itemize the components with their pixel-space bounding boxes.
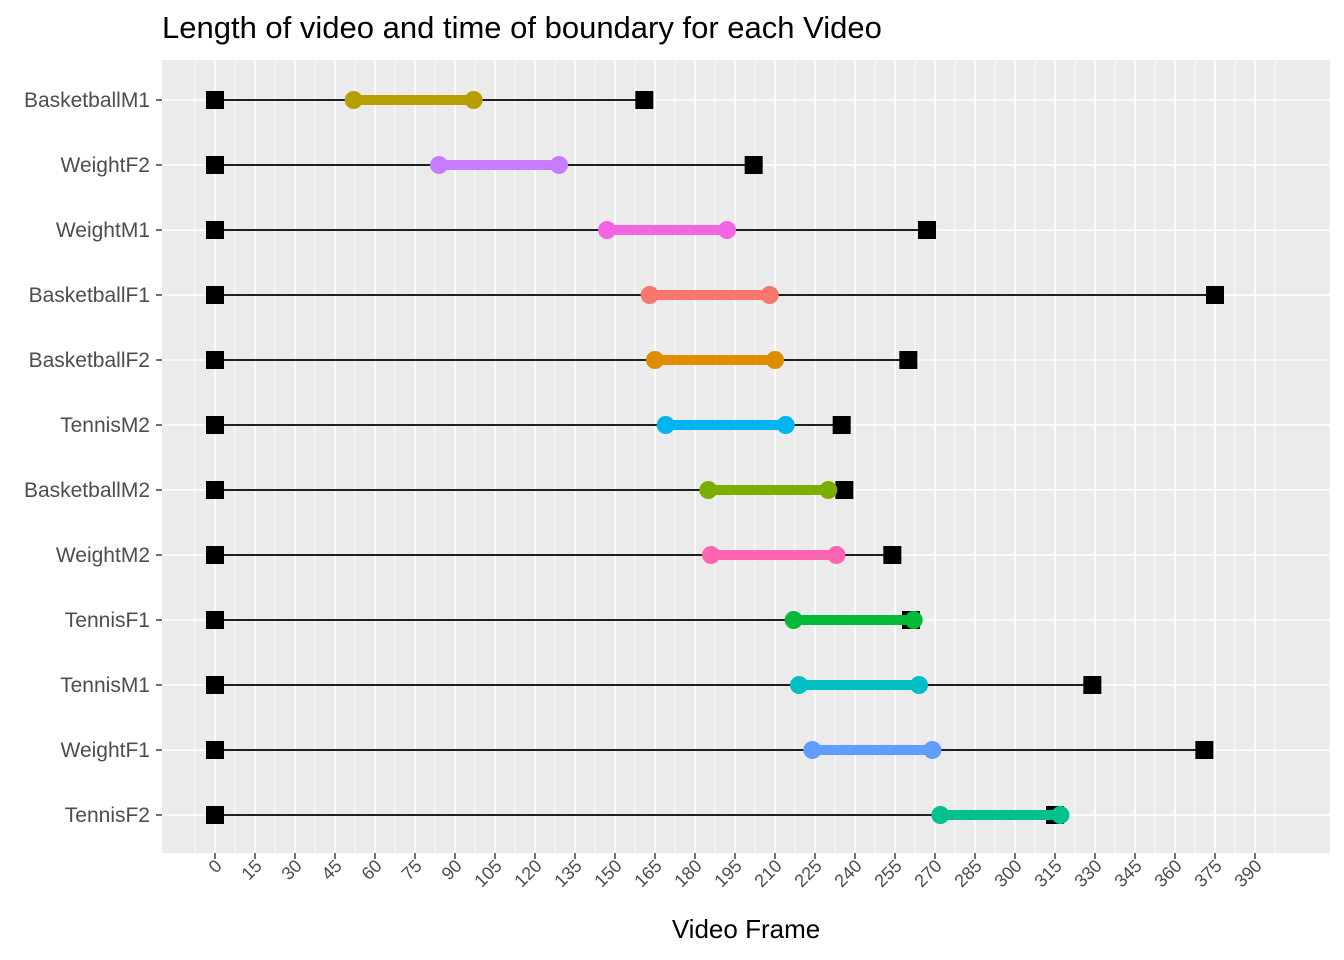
video-end-marker	[835, 481, 854, 499]
boundary-end-point	[923, 741, 942, 759]
x-tick-label: 90	[438, 856, 466, 884]
video-end-marker	[744, 156, 763, 174]
boundary-start-point	[931, 806, 950, 824]
x-tick-label: 45	[318, 856, 346, 884]
x-tick-label: 300	[990, 856, 1025, 891]
chart-title: Length of video and time of boundary for…	[162, 10, 882, 45]
x-tick-label: 105	[470, 856, 505, 891]
boundary-end-point	[904, 611, 923, 629]
boundary-end-point	[718, 221, 737, 239]
boundary-start-point	[640, 286, 659, 304]
boundary-start-point	[656, 416, 675, 434]
x-tick-label: 285	[950, 856, 985, 891]
video-start-marker	[206, 221, 224, 239]
x-tick-label: 225	[790, 856, 825, 891]
x-tick-label: 375	[1190, 856, 1225, 891]
x-tick-label: 75	[398, 856, 426, 884]
video-start-marker	[206, 91, 224, 109]
video-end-marker	[1206, 286, 1225, 304]
x-tick-label: 315	[1030, 856, 1065, 891]
boundary-start-point	[430, 156, 449, 174]
y-tick-label: WeightM2	[56, 544, 150, 567]
x-tick-label: 240	[830, 856, 865, 891]
x-tick-label: 195	[710, 856, 745, 891]
boundary-start-point	[784, 611, 803, 629]
video-start-marker	[206, 286, 224, 304]
video-start-marker	[206, 416, 224, 434]
boundary-start-point	[699, 481, 718, 499]
y-tick-label: TennisF1	[65, 609, 150, 632]
x-tick-label: 360	[1150, 856, 1185, 891]
boundary-start-point	[790, 676, 809, 694]
video-end-marker	[883, 546, 902, 564]
x-tick-label: 180	[670, 856, 705, 891]
y-tick-label: BasketballF1	[29, 284, 150, 307]
y-tick-label: WeightF2	[61, 154, 151, 177]
x-tick-label: 345	[1110, 856, 1145, 891]
x-tick-label: 270	[910, 856, 945, 891]
boundary-start-point	[702, 546, 721, 564]
x-tick-label: 255	[870, 856, 905, 891]
video-start-marker	[206, 806, 224, 824]
x-tick-label: 135	[550, 856, 585, 891]
x-axis-title: Video Frame	[671, 914, 821, 944]
boundary-end-point	[550, 156, 569, 174]
video-end-marker	[1195, 741, 1214, 759]
boundary-end-point	[1051, 806, 1070, 824]
video-end-marker	[918, 221, 937, 239]
x-tick-label: 60	[358, 856, 386, 884]
x-tick-label: 120	[510, 856, 545, 891]
y-tick-label: WeightM1	[56, 219, 150, 242]
video-start-marker	[206, 351, 224, 369]
video-start-marker	[206, 611, 224, 629]
video-end-marker	[899, 351, 918, 369]
x-tick-label: 330	[1070, 856, 1105, 891]
video-start-marker	[206, 741, 224, 759]
x-tick-label: 390	[1230, 856, 1265, 891]
boundary-start-point	[344, 91, 363, 109]
y-tick-label: BasketballF2	[29, 349, 150, 372]
y-tick-label: BasketballM1	[24, 89, 150, 112]
video-end-marker	[1083, 676, 1102, 694]
x-tick-label: 165	[630, 856, 665, 891]
y-tick-label: TennisM2	[60, 414, 150, 437]
boundary-end-point	[819, 481, 838, 499]
video-start-marker	[206, 481, 224, 499]
x-tick-label: 30	[278, 856, 306, 884]
boundary-end-point	[464, 91, 483, 109]
boundary-start-point	[803, 741, 822, 759]
x-tick-label: 210	[750, 856, 785, 891]
boundary-start-point	[646, 351, 665, 369]
y-tick-label: TennisM1	[60, 674, 150, 697]
boundary-end-point	[827, 546, 846, 564]
video-end-marker	[832, 416, 851, 434]
y-tick-label: BasketballM2	[24, 479, 150, 502]
boundary-end-point	[766, 351, 785, 369]
video-start-marker	[206, 156, 224, 174]
boundary-end-point	[910, 676, 929, 694]
video-end-marker	[635, 91, 654, 109]
boundary-start-point	[598, 221, 617, 239]
y-tick-label: WeightF1	[61, 739, 151, 762]
x-tick-label: 150	[590, 856, 625, 891]
boundary-end-point	[776, 416, 795, 434]
boundary-end-point	[760, 286, 779, 304]
y-tick-label: TennisF2	[65, 804, 150, 827]
video-start-marker	[206, 676, 224, 694]
x-tick-label: 15	[238, 856, 266, 884]
video-start-marker	[206, 546, 224, 564]
